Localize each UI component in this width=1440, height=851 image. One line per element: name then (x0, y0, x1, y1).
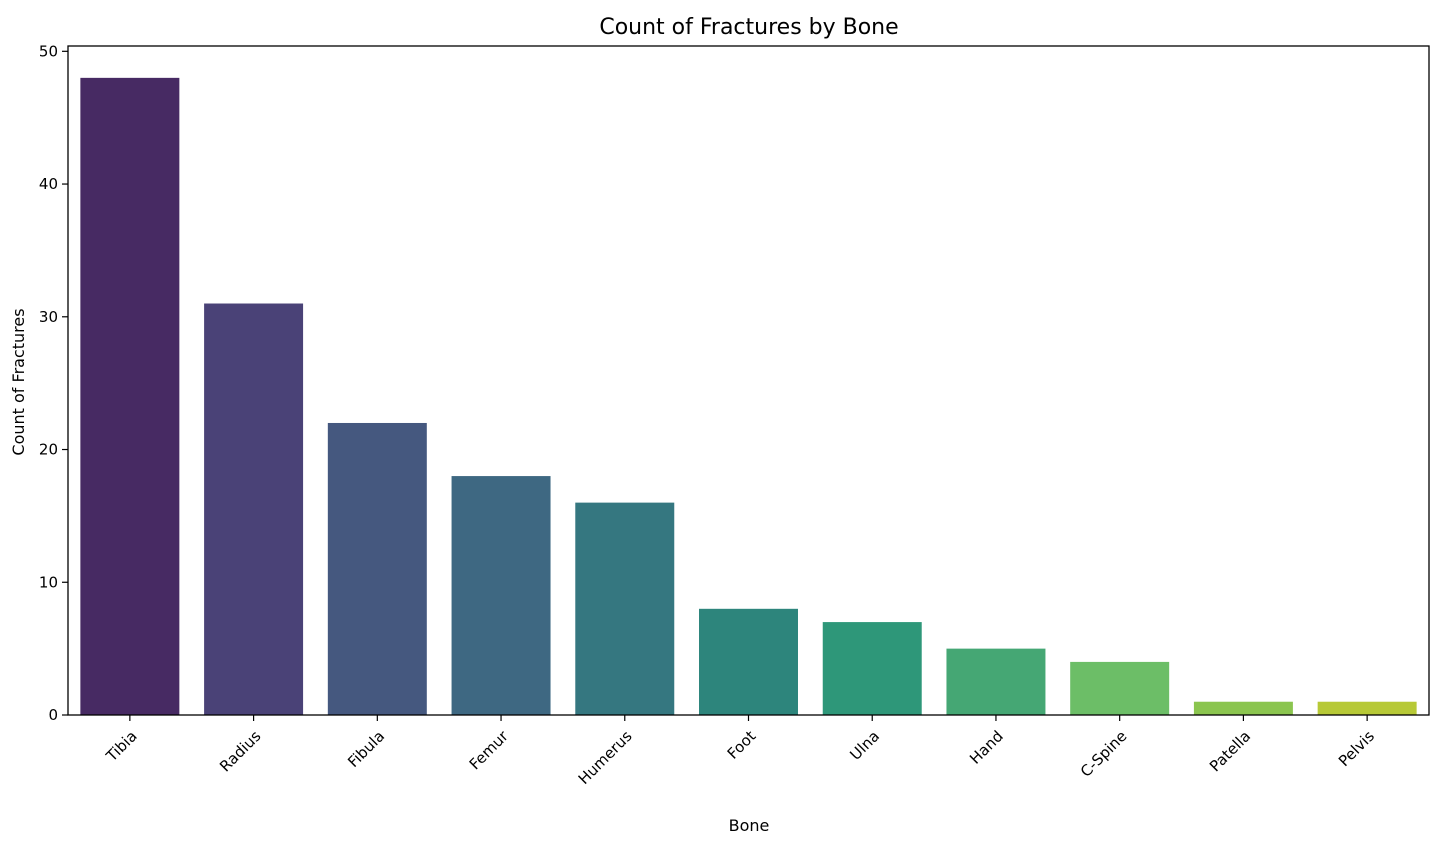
y-tick-label: 10 (39, 573, 58, 591)
x-tick-label: Patella (1206, 727, 1254, 775)
y-tick-label: 0 (48, 706, 58, 724)
bar-radius (204, 303, 304, 715)
x-tick-label: Femur (466, 727, 513, 774)
y-tick-label: 50 (39, 42, 58, 60)
y-ticks-group: 0 10 20 30 40 50 (39, 42, 68, 724)
bar-patella (1193, 701, 1293, 715)
y-tick-label: 30 (39, 308, 58, 326)
plot-frame (67, 45, 1430, 716)
x-ticks-group: Tibia Radius Fibula Femur Humerus Foot Ulna Han… (102, 715, 1378, 788)
x-tick-label: Ulna (846, 727, 883, 764)
x-tick-label: Humerus (575, 727, 636, 788)
x-tick-label: Radius (216, 727, 264, 775)
x-tick-label: Foot (724, 727, 760, 763)
bars-group (80, 77, 1417, 716)
bar-humerus (575, 502, 675, 715)
bar-c-spine (1070, 661, 1170, 715)
bar-foot (699, 608, 798, 715)
y-tick-label: 20 (39, 441, 58, 459)
bar-femur (451, 476, 551, 715)
y-tick-label: 40 (39, 175, 58, 193)
x-tick-label: Tibia (102, 727, 141, 766)
x-tick-label: Hand (966, 727, 1007, 768)
bar-fibula (327, 422, 427, 715)
bar-hand (946, 648, 1046, 715)
bar-ulna (822, 622, 922, 715)
x-tick-label: C-Spine (1077, 727, 1131, 781)
x-tick-label: Fibula (344, 727, 388, 771)
bar-pelvis (1317, 701, 1417, 715)
x-axis-label: Bone (729, 816, 770, 835)
bar-tibia (80, 77, 180, 716)
chart-title: Count of Fractures by Bone (599, 15, 898, 40)
y-axis-label: Count of Fractures (9, 308, 28, 455)
x-tick-label: Pelvis (1335, 727, 1378, 770)
